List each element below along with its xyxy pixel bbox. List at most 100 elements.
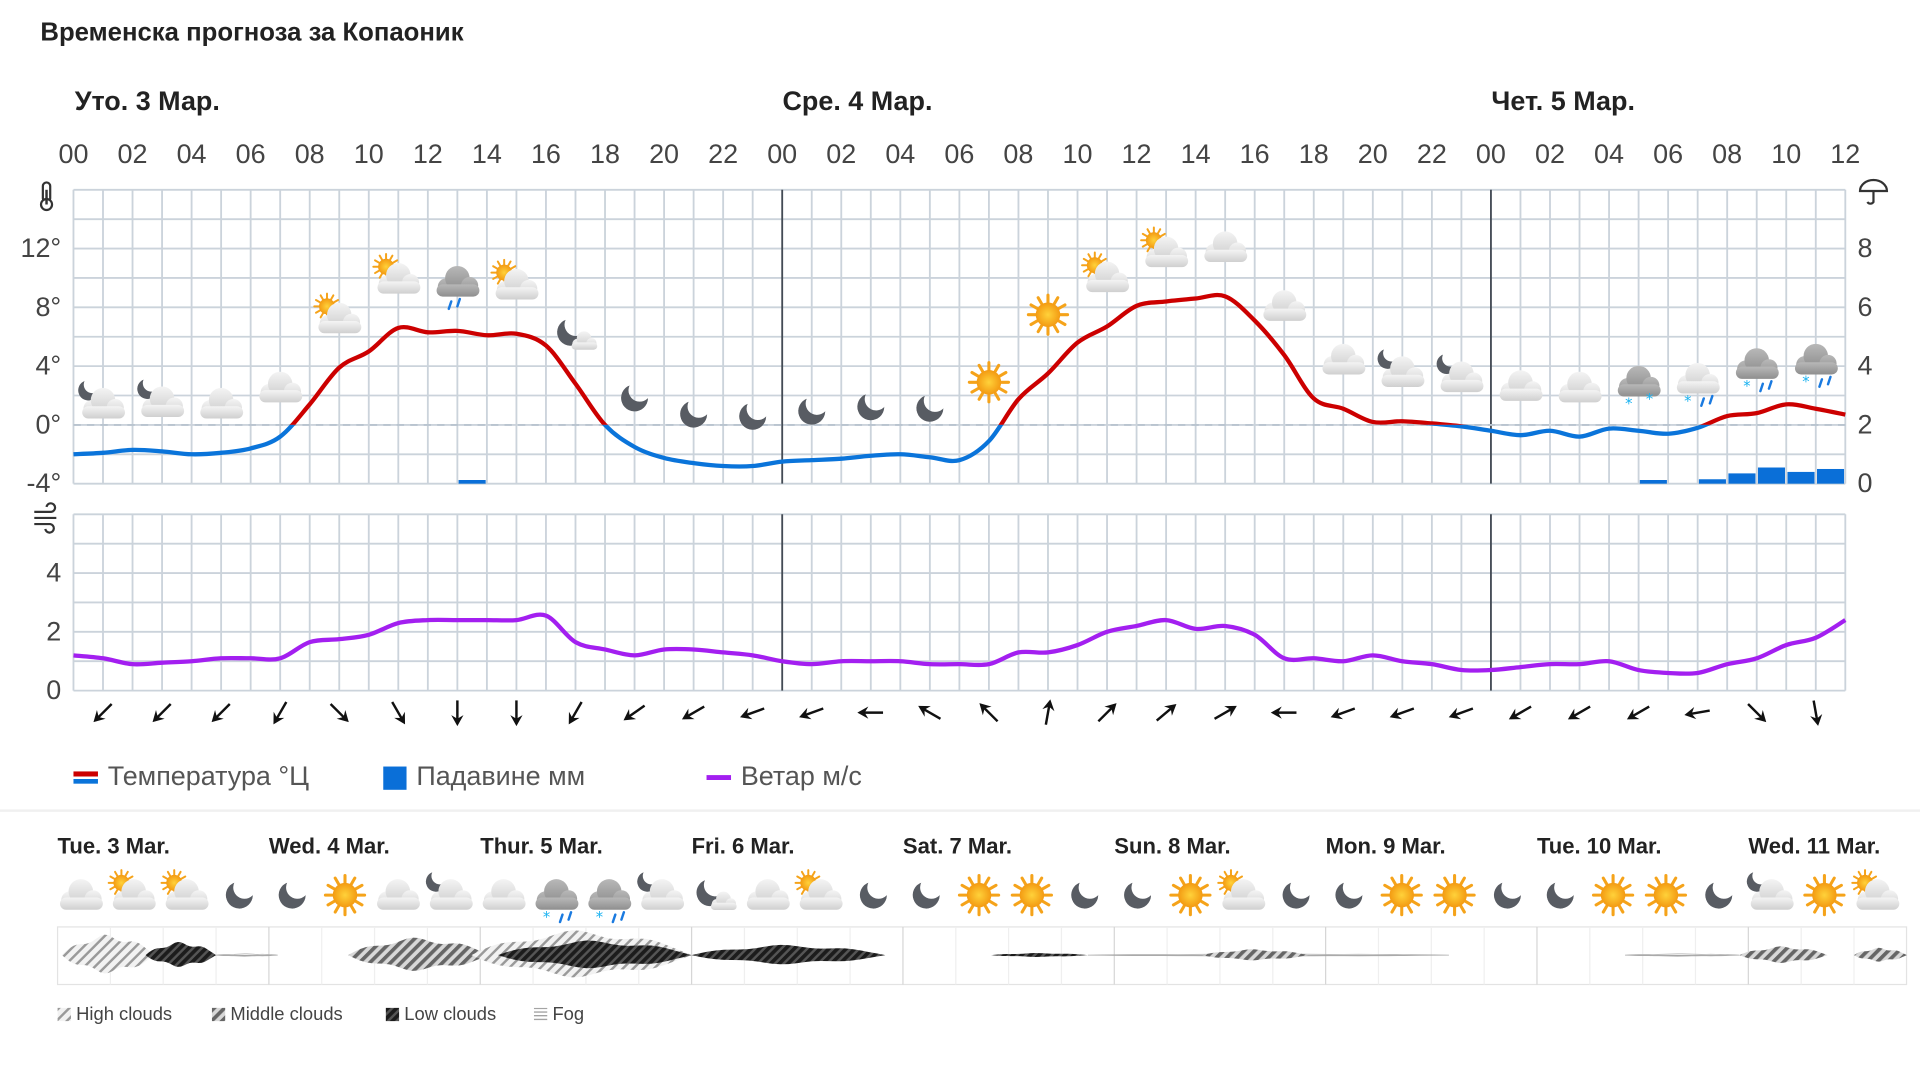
legend-temperature[interactable]: Температура °Ц (73, 760, 309, 792)
precipitation-bar (1728, 473, 1756, 484)
partly-sunny-icon (1140, 226, 1189, 268)
wind-arrow (329, 703, 349, 723)
moon-icon (857, 393, 885, 421)
wind-direction-arrows (93, 699, 1823, 727)
wind-arrow (1567, 705, 1591, 720)
hour-label: 16 (530, 138, 561, 169)
moon-icon (1546, 881, 1574, 909)
cloudy-icon (1558, 371, 1602, 403)
svg-text:*: * (1646, 391, 1653, 408)
moon-icon (912, 881, 940, 909)
cloudy-icon (377, 879, 420, 910)
middle-cloud-layer (1202, 949, 1309, 961)
wind-arrow (1448, 707, 1474, 720)
hour-label: 10 (353, 138, 384, 169)
cloudy-icon (1322, 343, 1366, 375)
hour-label: 02 (117, 138, 148, 169)
temperature-axis-label: 8° (35, 291, 62, 323)
hour-label: 18 (1298, 138, 1329, 169)
sun-icon (1644, 873, 1688, 917)
hourly-weather-icons: * * ** * (78, 226, 1838, 430)
wind-speed-line (73, 612, 1847, 676)
cloudy-icon (1204, 231, 1248, 263)
night-cloudy-icon (137, 378, 185, 418)
moon-icon (680, 400, 708, 428)
sun-icon (1010, 873, 1054, 917)
sun-icon (323, 873, 367, 917)
wind-arrow (1097, 703, 1117, 723)
moon-icon (225, 881, 253, 909)
temperature-axis-label: -4° (26, 467, 62, 499)
wind-axis-label: 4 (46, 557, 62, 588)
legend-fog: Fog (533, 1004, 584, 1025)
outlook-day-label: Sun. 8 Mar. (1114, 833, 1231, 859)
hour-label: 12 (412, 138, 443, 169)
moon-icon (1705, 881, 1733, 909)
cloudy-icon (746, 879, 790, 910)
day-header: Чет. 5 Мар. (1491, 85, 1635, 117)
moon-icon (1282, 881, 1310, 909)
night-cloudy-icon (78, 380, 126, 419)
legend-high-clouds: High clouds (57, 1004, 173, 1025)
wind-arrow (1042, 699, 1055, 725)
moon-icon (859, 881, 887, 909)
cloudy-icon (1499, 370, 1543, 401)
outlook-day-label: Wed. 11 Mar. (1748, 833, 1881, 859)
hour-label: 04 (1594, 138, 1625, 169)
hour-label: 02 (1534, 138, 1565, 169)
middle-cloud-layer (1739, 946, 1828, 963)
hour-label: 12 (1121, 138, 1152, 169)
moon-icon (739, 402, 767, 430)
temperature-axis-label: 12° (20, 232, 62, 264)
wind-arrow (979, 703, 999, 723)
legend-low-clouds: Low clouds (385, 1004, 496, 1025)
wind-grid (72, 513, 1847, 692)
legend-label: Middle clouds (230, 1004, 343, 1025)
wind-arrow (1684, 707, 1710, 720)
page-title: Временска прогноза за Копаоник (40, 18, 464, 47)
svg-text:*: * (1625, 396, 1632, 413)
low-cloud-layer (991, 953, 1088, 957)
outlook-day-label: Mon. 9 Mar. (1325, 833, 1446, 859)
wind-line (73, 612, 1847, 676)
wind-arrow (857, 706, 884, 719)
precipitation-axis-label: 8 (1857, 232, 1873, 264)
cloud-rain-icon (436, 265, 480, 311)
wind-arrow (152, 703, 172, 723)
partly-sunny-icon (1081, 251, 1130, 293)
hour-label: 06 (1653, 138, 1684, 169)
sun-icon (1169, 873, 1212, 917)
temperature-line (73, 292, 1846, 469)
wind-arrow (1810, 700, 1823, 726)
wind-arrow (1155, 703, 1177, 722)
wind-arrow (918, 705, 942, 720)
outlook-day-label: Wed. 4 Mar. (268, 833, 390, 859)
cloudy-icon (200, 387, 244, 419)
wind-arrow (93, 703, 113, 723)
wind-arrow (273, 701, 288, 725)
wind-arrow (623, 704, 646, 721)
moon-icon (916, 394, 944, 422)
hour-label: 22 (1416, 138, 1447, 169)
wind-arrow (1389, 707, 1415, 720)
legend-middle-clouds: Middle clouds (211, 1004, 343, 1025)
precipitation-axis-label: 2 (1857, 408, 1873, 440)
hour-label: 14 (1180, 138, 1211, 169)
svg-text:*: * (1802, 374, 1809, 391)
night-cloudy-icon (1436, 353, 1484, 393)
legend-label: High clouds (76, 1004, 173, 1025)
moon-icon (1124, 881, 1152, 909)
legend-precipitation[interactable]: Падавине мм (383, 760, 585, 792)
cloud-layers-strip (56, 926, 1908, 986)
wind-arrow (451, 700, 464, 727)
precipitation-bar (1787, 471, 1815, 484)
legend-wind[interactable]: Ветар м/с (706, 760, 862, 792)
svg-text:*: * (596, 909, 603, 926)
wind-arrow (740, 707, 765, 720)
hour-label: 08 (294, 138, 325, 169)
wind-arrow (799, 707, 824, 720)
night-cloudy-icon (1746, 871, 1794, 910)
partly-sunny-icon (107, 869, 156, 910)
hour-label: 22 (708, 138, 739, 169)
partly-sunny-icon (1851, 869, 1900, 910)
